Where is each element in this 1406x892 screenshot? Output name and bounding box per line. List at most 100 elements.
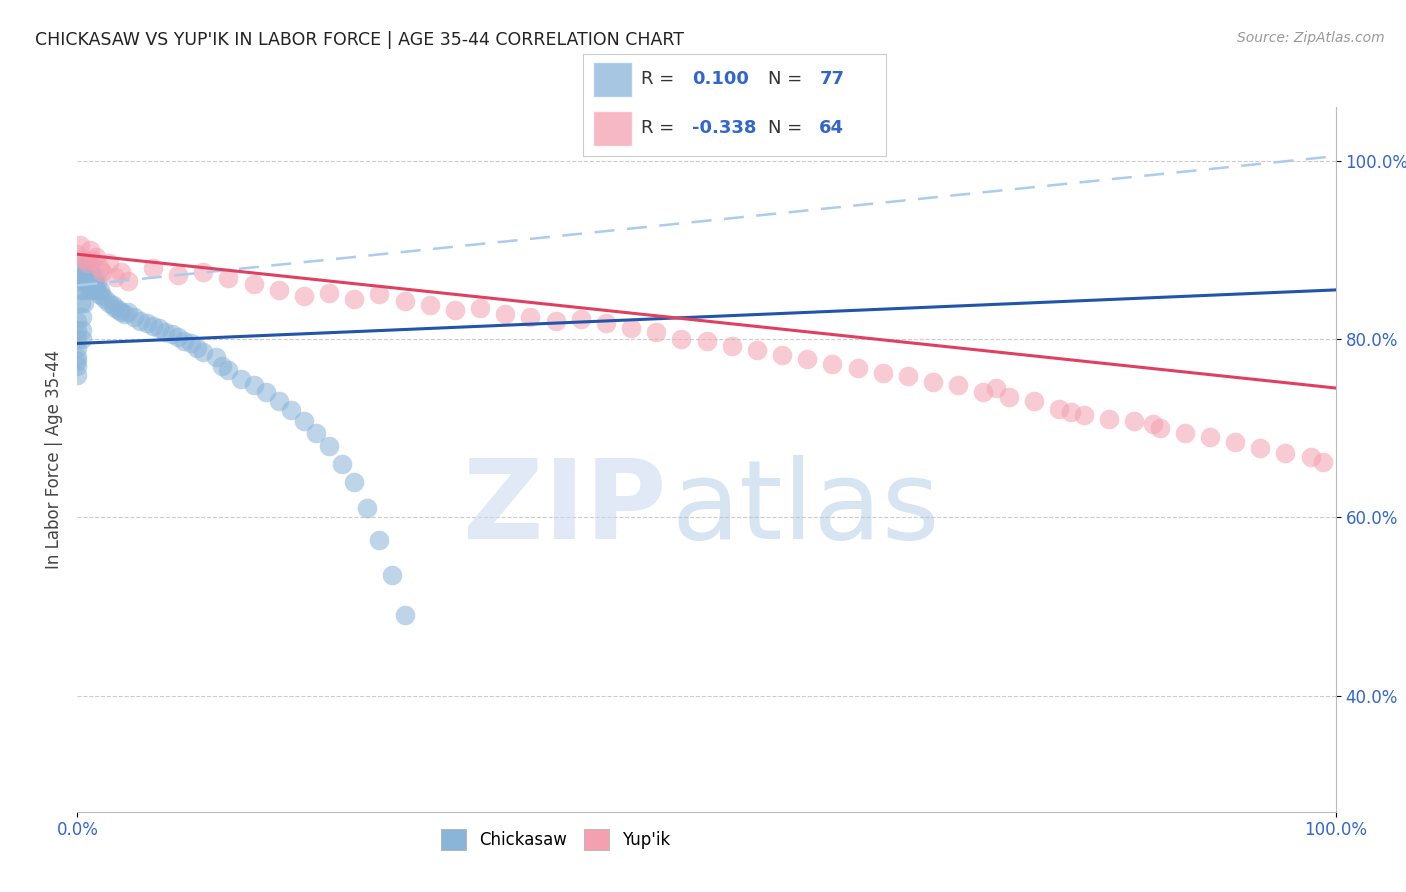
Point	[595, 316, 617, 330]
Point	[155, 325, 177, 339]
Point	[89, 283, 111, 297]
Point	[72, 296, 94, 310]
Point	[72, 269, 94, 284]
Point	[91, 265, 114, 279]
Point	[204, 350, 226, 364]
Point	[79, 243, 101, 257]
Point	[142, 318, 165, 333]
Point	[211, 359, 233, 373]
Text: 64: 64	[820, 120, 844, 137]
Point	[73, 274, 96, 288]
Text: CHICKASAW VS YUP'IK IN LABOR FORCE | AGE 35-44 CORRELATION CHART: CHICKASAW VS YUP'IK IN LABOR FORCE | AGE…	[35, 31, 685, 49]
Point	[720, 339, 742, 353]
Point	[72, 310, 94, 324]
Point	[84, 269, 107, 284]
Point	[76, 269, 98, 284]
Point	[66, 359, 89, 373]
Point	[75, 278, 97, 293]
Text: -0.338: -0.338	[692, 120, 756, 137]
Point	[292, 414, 315, 428]
Point	[66, 354, 89, 368]
Point	[76, 256, 98, 270]
Point	[569, 312, 592, 326]
Point	[419, 298, 441, 312]
Point	[1098, 412, 1121, 426]
Text: N =: N =	[768, 70, 803, 88]
Point	[66, 350, 89, 364]
Text: N =: N =	[768, 120, 803, 137]
Point	[167, 330, 190, 344]
Point	[66, 341, 89, 355]
Point	[671, 332, 693, 346]
Point	[292, 289, 315, 303]
Point	[922, 375, 945, 389]
Point	[72, 256, 94, 270]
Point	[160, 327, 183, 342]
Point	[75, 265, 97, 279]
Point	[620, 321, 643, 335]
Point	[191, 265, 215, 279]
Point	[66, 368, 89, 382]
Point	[745, 343, 768, 357]
Point	[77, 260, 100, 275]
Point	[1249, 441, 1271, 455]
Point	[167, 268, 190, 282]
Text: ZIP: ZIP	[463, 455, 666, 562]
Point	[86, 277, 108, 291]
Point	[468, 301, 491, 315]
Point	[117, 274, 139, 288]
Point	[1142, 417, 1164, 431]
Point	[696, 334, 718, 348]
Point	[91, 289, 114, 303]
FancyBboxPatch shape	[592, 111, 631, 145]
Point	[73, 260, 96, 275]
Point	[242, 277, 264, 291]
Point	[191, 345, 215, 359]
Point	[1312, 455, 1334, 469]
Point	[97, 296, 120, 310]
Point	[66, 314, 89, 328]
Point	[1123, 414, 1146, 428]
Point	[173, 334, 195, 348]
Point	[330, 457, 353, 471]
Point	[242, 378, 264, 392]
Point	[70, 283, 93, 297]
Text: Source: ZipAtlas.com: Source: ZipAtlas.com	[1237, 31, 1385, 45]
Point	[1073, 408, 1095, 422]
Point	[1047, 401, 1070, 416]
Point	[148, 321, 170, 335]
Point	[318, 439, 340, 453]
Point	[117, 305, 139, 319]
Point	[1022, 394, 1045, 409]
Point	[1060, 405, 1083, 419]
Point	[84, 250, 107, 264]
Point	[254, 385, 277, 400]
Point	[217, 271, 239, 285]
Point	[114, 307, 136, 321]
Point	[280, 403, 302, 417]
Point	[368, 287, 391, 301]
Point	[1223, 434, 1246, 449]
Point	[645, 325, 668, 339]
Point	[305, 425, 328, 440]
Point	[1274, 446, 1296, 460]
Point	[97, 256, 120, 270]
Point	[1174, 425, 1197, 440]
Point	[519, 310, 541, 324]
Point	[72, 252, 94, 266]
Point	[66, 247, 89, 261]
Point	[544, 314, 567, 328]
Point	[82, 253, 104, 268]
Point	[444, 303, 467, 318]
Point	[122, 310, 145, 324]
Point	[79, 283, 101, 297]
Point	[217, 363, 239, 377]
Point	[186, 341, 208, 355]
Point	[394, 608, 416, 623]
Point	[84, 283, 107, 297]
Point	[66, 332, 89, 346]
Point	[69, 238, 91, 252]
Point	[72, 323, 94, 337]
Point	[80, 265, 103, 279]
Point	[318, 285, 340, 300]
